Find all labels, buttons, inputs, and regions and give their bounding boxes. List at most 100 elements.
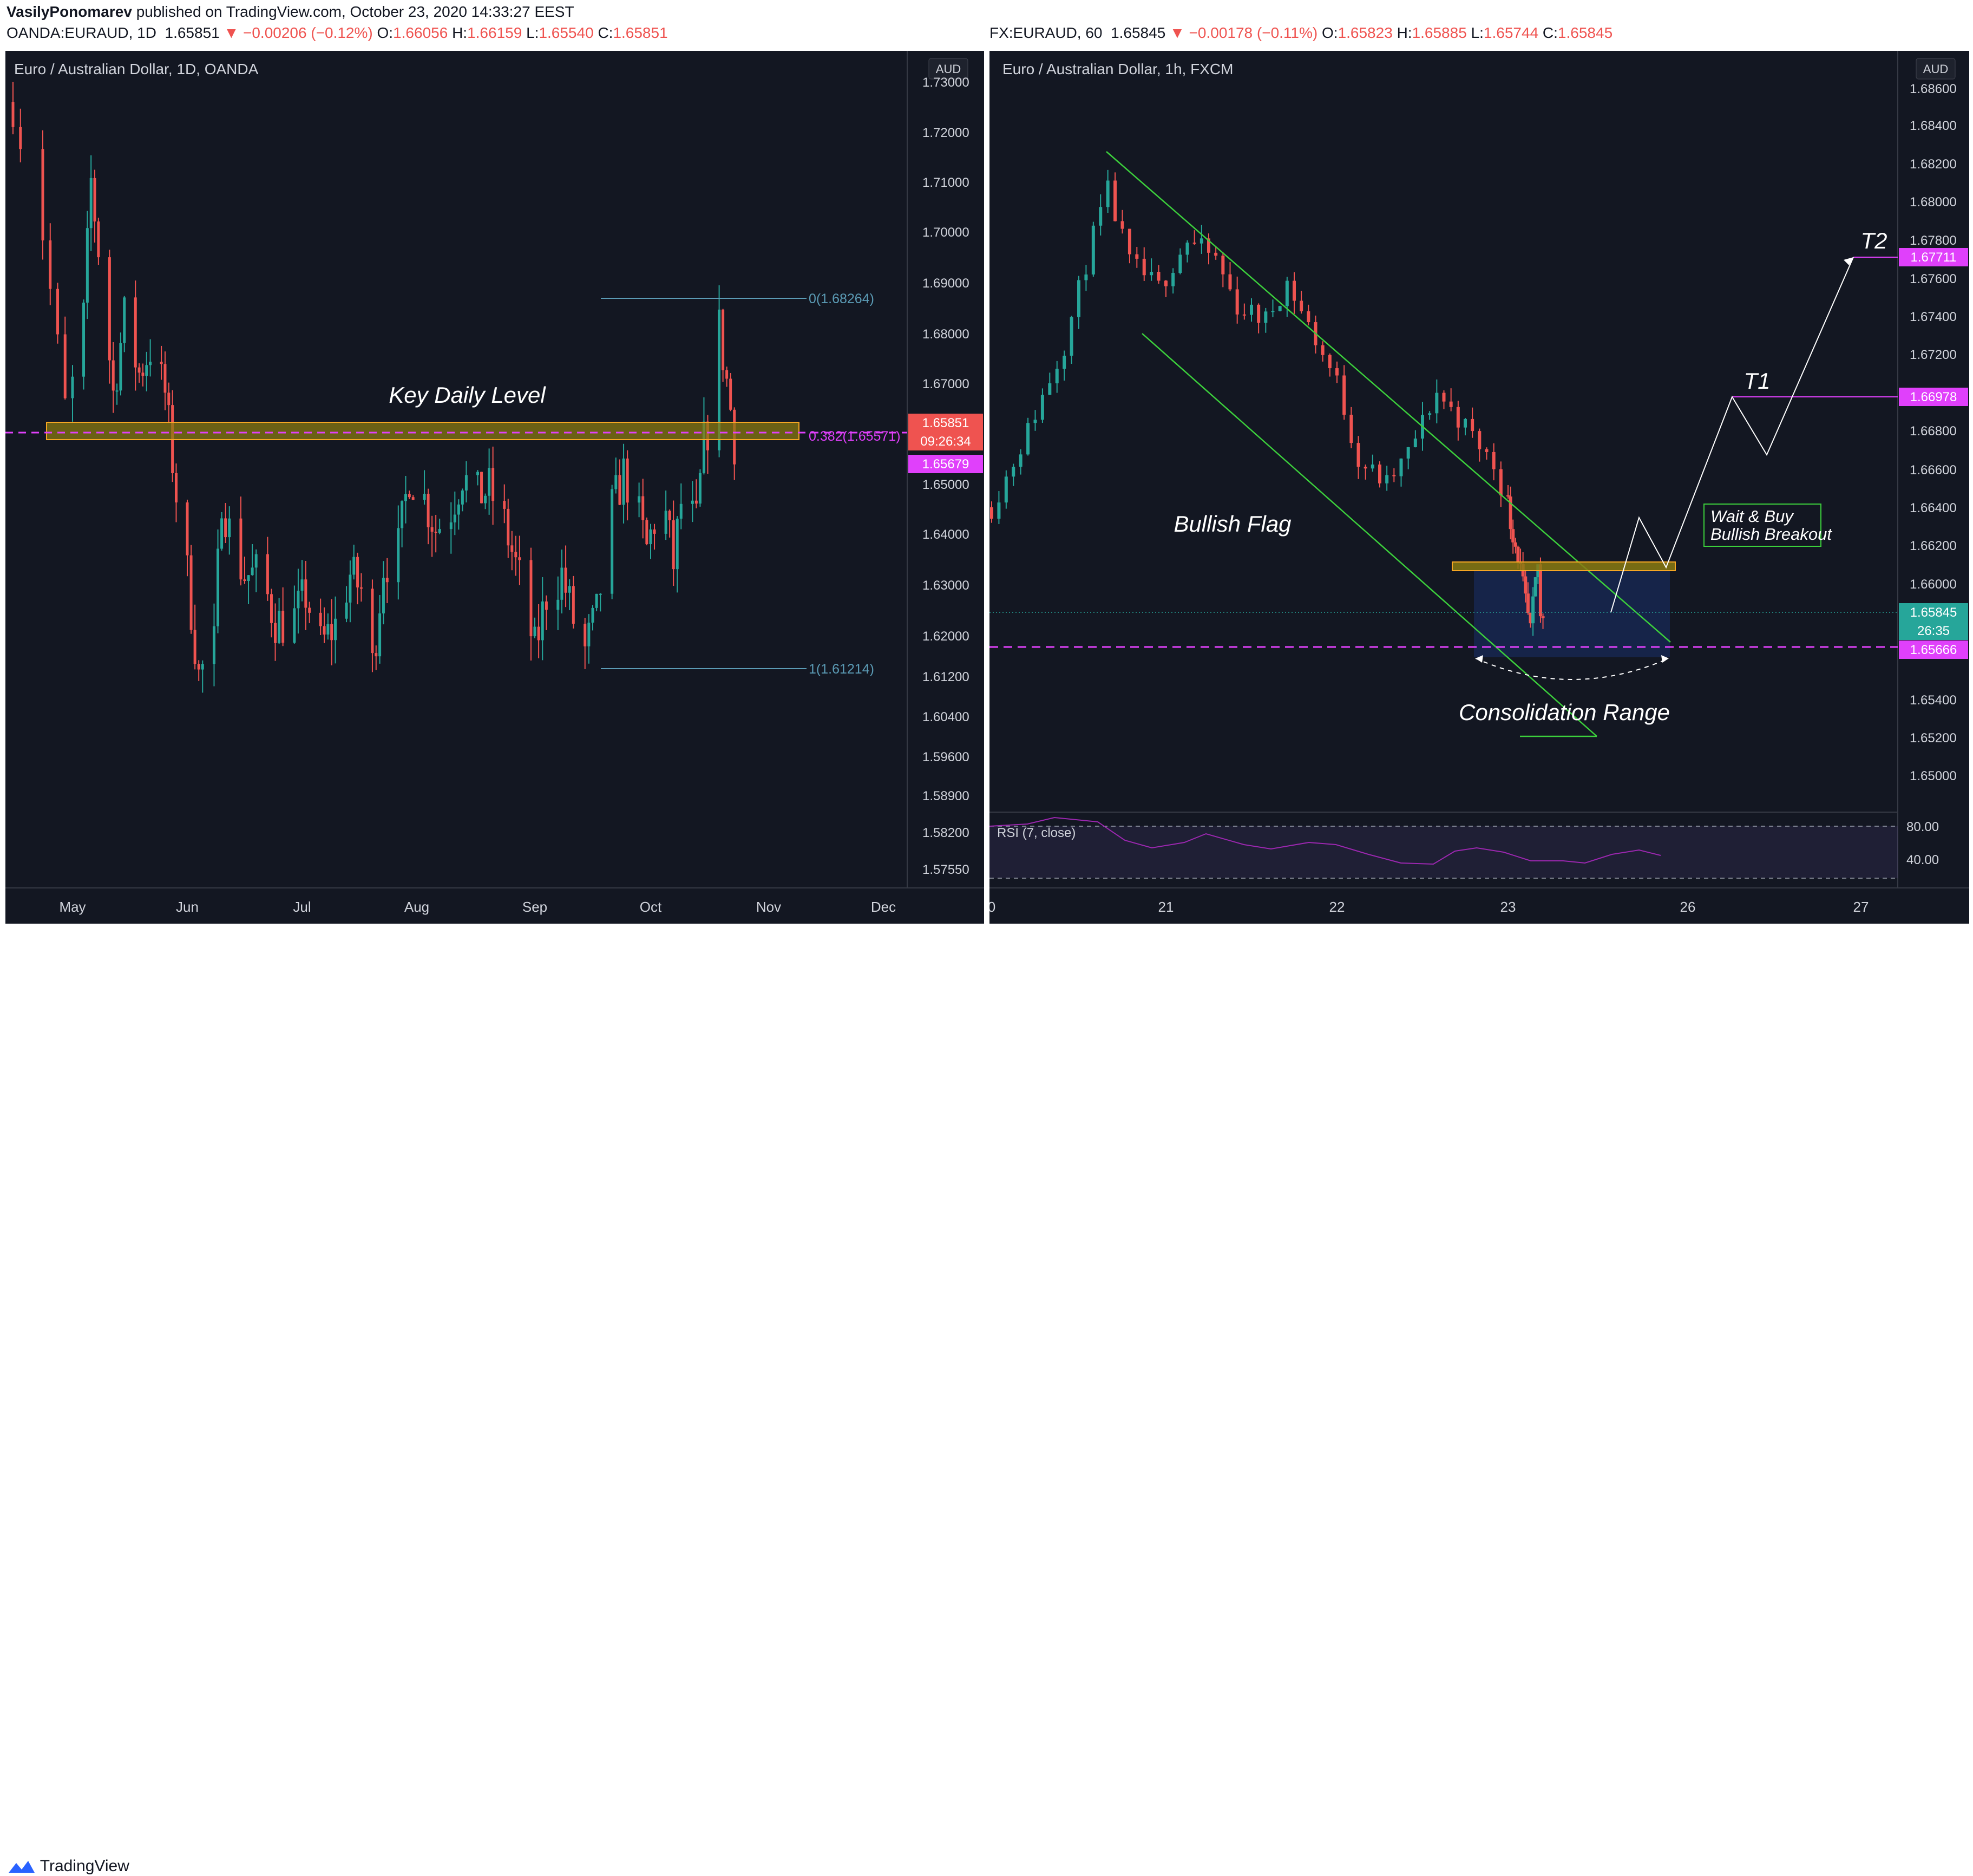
candle-body (1371, 464, 1374, 469)
daily-chart-svg[interactable]: Euro / Australian Dollar, 1D, OANDA AUD … (5, 51, 984, 924)
candle-body (1511, 529, 1515, 542)
t1-label: T1 (1743, 368, 1770, 394)
left-last: 1.65851 (165, 24, 220, 41)
candle-body (1228, 274, 1232, 290)
projected-price-path[interactable] (1610, 257, 1854, 613)
price-tick-label: 1.68400 (1910, 119, 1957, 133)
candle-body (461, 490, 464, 505)
candle-body (518, 557, 521, 560)
hourly-chart-title: Euro / Australian Dollar, 1h, FXCM (1002, 61, 1233, 77)
candle-body (507, 508, 510, 546)
candle-body (293, 608, 296, 643)
candle-body (1524, 576, 1528, 594)
left-symbol[interactable]: OANDA:EURAUD, 1D (6, 24, 156, 41)
candle-body (297, 590, 300, 609)
tradingview-brand[interactable]: TradingView (6, 1857, 129, 1876)
candle-body (115, 390, 119, 392)
candle-body (614, 475, 618, 489)
month-tick-label: Jul (293, 899, 311, 915)
t1-price: 1.66978 (1910, 390, 1957, 404)
candle-body (434, 532, 437, 533)
candle-body (653, 529, 656, 534)
candle-body (491, 468, 495, 501)
rsi-label: RSI (7, close) (997, 826, 1076, 840)
candle-body (1435, 393, 1439, 414)
candle-body (89, 178, 93, 228)
candle-body (356, 557, 359, 588)
candle-body (1214, 252, 1218, 256)
candle-body (423, 493, 426, 500)
left-h-label: H: (452, 24, 468, 41)
fib-label-1: 1(1.61214) (809, 662, 874, 677)
price-tick-label: 1.59600 (922, 750, 969, 764)
month-tick-label: Dec (871, 899, 896, 915)
flag-channel-lower[interactable] (1142, 333, 1597, 737)
candle-body (19, 127, 22, 149)
daily-countdown: 09:26:34 (920, 434, 971, 449)
candle-body (1516, 546, 1520, 562)
candle-body (514, 552, 517, 558)
candle-body (1538, 564, 1542, 617)
day-tick-label: 21 (1158, 899, 1174, 915)
candle-body (1378, 464, 1381, 483)
key-daily-level-zone[interactable] (46, 422, 799, 440)
candle-body (1242, 314, 1246, 316)
hourly-currency-label: AUD (1923, 62, 1948, 76)
price-tick-label: 1.65000 (1910, 769, 1957, 783)
right-o-label: O: (1322, 24, 1338, 41)
candle-body (718, 309, 721, 450)
candle-body (484, 495, 487, 504)
candle-body (587, 622, 591, 646)
candle-body (1135, 254, 1139, 259)
candle-body (1321, 345, 1325, 355)
candle-body (278, 611, 281, 643)
candle-body (480, 472, 483, 504)
month-tick-label: Nov (756, 899, 781, 915)
candle-body (1513, 542, 1517, 547)
candle-body (1428, 413, 1432, 415)
hourly-currency-badge[interactable] (1916, 58, 1956, 80)
candle-body (990, 507, 993, 519)
wait-buy-box[interactable] (1703, 504, 1821, 547)
left-o-label: O: (377, 24, 394, 41)
candle-body (1449, 401, 1453, 407)
price-tick-label: 1.66000 (1910, 577, 1957, 592)
author-name[interactable]: VasilyPonomarev (6, 3, 132, 20)
candle-body (217, 548, 220, 626)
candle-body (1471, 419, 1474, 432)
candle-body (220, 518, 224, 549)
t1-price-tag (1899, 388, 1968, 406)
left-change: ▼ −0.00206 (−0.12%) (224, 24, 373, 41)
hourly-price-axis-ticks: 1.68600 1.68400 1.68200 1.68000 1.67800 1.676… (1910, 82, 1957, 783)
candle-body (401, 501, 404, 528)
rsi-line (989, 816, 1661, 865)
price-tick-label: 1.58200 (922, 826, 969, 840)
candle-body (1541, 616, 1545, 618)
daily-currency-badge[interactable] (928, 58, 968, 80)
candle-body (1012, 467, 1015, 477)
candle-body (645, 520, 648, 545)
candle-body (193, 630, 196, 664)
wait-buy-line1: Wait & Buy (1710, 507, 1794, 526)
candle-body (375, 653, 378, 657)
candle-body (93, 178, 96, 222)
candle-body (1120, 221, 1124, 229)
hourly-chart-panel[interactable]: Euro / Australian Dollar, 1h, FXCM AUD B… (988, 51, 1969, 924)
consolidation-range-box[interactable] (1474, 571, 1670, 657)
hourly-chart-svg[interactable]: Euro / Australian Dollar, 1h, FXCM AUD B… (988, 51, 1969, 924)
candle-body (622, 458, 625, 505)
month-tick-label: Aug (404, 899, 429, 915)
footer: TradingView (0, 927, 1973, 1875)
flag-channel-upper[interactable] (1106, 151, 1671, 643)
daily-chart-panel[interactable]: Euro / Australian Dollar, 1D, OANDA AUD … (5, 51, 984, 924)
candle-body (611, 489, 614, 594)
daily-level-tag (908, 455, 983, 473)
candle-body (1033, 420, 1037, 423)
price-tick-label: 1.72000 (922, 126, 969, 140)
candle-body (145, 365, 148, 376)
projection-arrowhead (1844, 257, 1853, 265)
candle-body (1385, 475, 1389, 483)
resistance-zone[interactable] (1452, 561, 1676, 571)
right-symbol[interactable]: FX:EURAUD, 60 (989, 24, 1103, 41)
candle-body (1442, 393, 1446, 402)
